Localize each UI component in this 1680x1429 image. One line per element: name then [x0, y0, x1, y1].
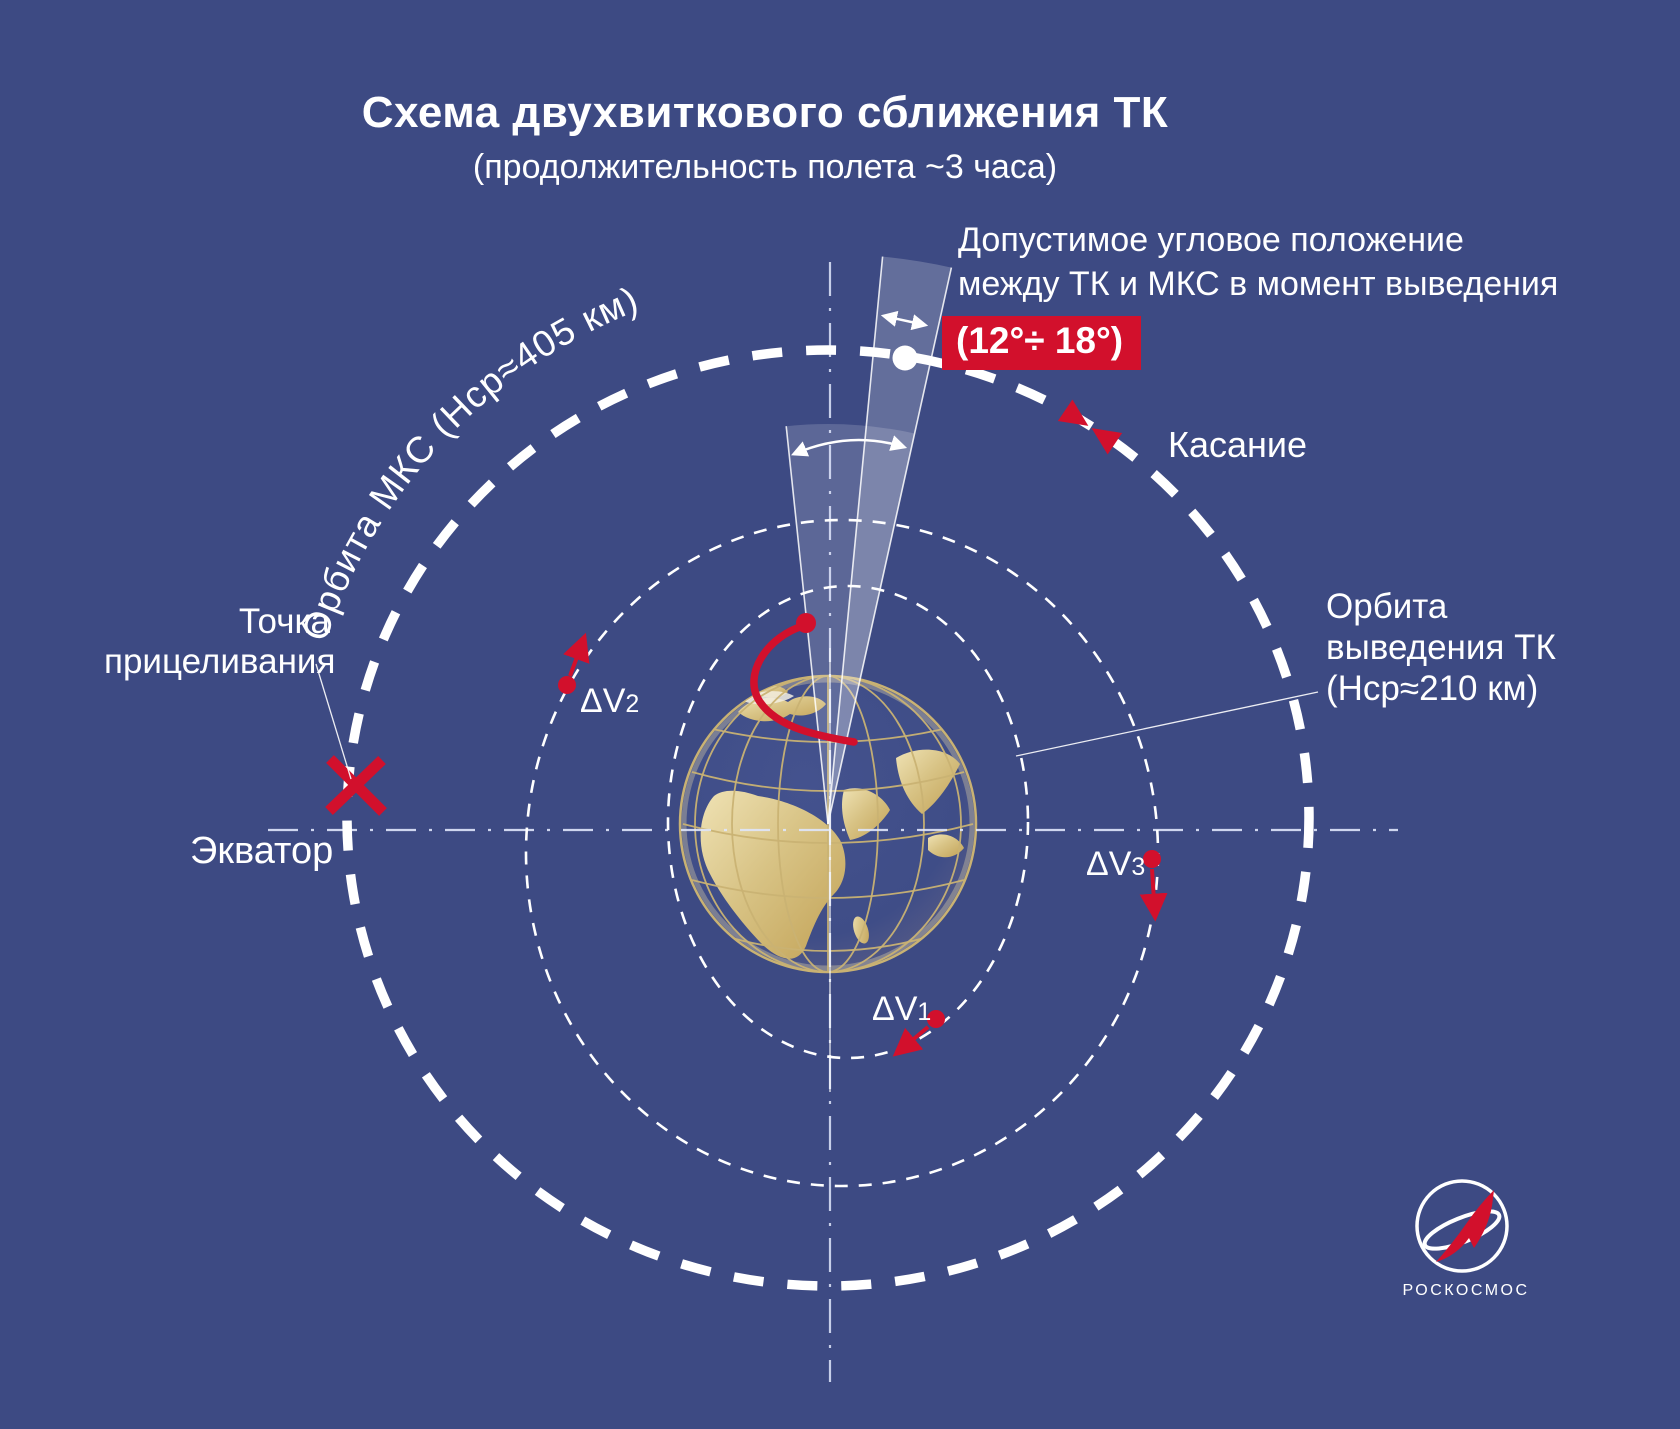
title-block: Схема двухвиткового сближения ТК (продол…: [170, 88, 1360, 187]
touch-label: Касание: [1168, 424, 1308, 465]
angular-range-badge: (12°÷ 18°): [942, 316, 1142, 370]
angular-position-line1: Допустимое угловое положение: [958, 221, 1464, 259]
globe-continents: [700, 686, 964, 959]
tk-orbit-leader-line: [1015, 691, 1319, 757]
aim-point-x-icon: [325, 755, 387, 816]
angular-position-line2: между ТК и МКС в момент выведения: [958, 265, 1559, 303]
aim-point-label: Точка прицеливания: [104, 602, 336, 681]
page-title: Схема двухвиткового сближения ТК: [361, 88, 1169, 137]
burn-label-dv2: ΔV2: [580, 682, 640, 720]
touch-marker-icon: [1057, 399, 1123, 455]
wide-angle-arrow: [791, 435, 908, 457]
burn-marker-dv2: [558, 632, 590, 694]
iss-position-dot: [892, 345, 918, 371]
roscosmos-logo-icon: [1415, 1179, 1509, 1273]
page-subtitle: (продолжительность полета ~3 часа): [472, 148, 1058, 186]
tk-orbit-label: Орбита выведения ТК (Нср≈210 км): [1326, 587, 1556, 708]
iss-orbit-path: [342, 345, 1314, 1291]
launch-trajectory: [750, 613, 858, 746]
roscosmos-logo-text: РОСКОСМОС: [1402, 1282, 1530, 1299]
globe-graticule: [682, 676, 974, 972]
narrow-angle-arrow: [880, 310, 929, 331]
tk-insertion-orbit-path: [666, 584, 1030, 1060]
iss-orbit-label: Орбита МКС (Нср≈405 км): [294, 279, 644, 646]
aim-point-leader-line: [315, 663, 352, 780]
equator-label: Экватор: [190, 830, 334, 872]
trajectory-start-dot: [796, 613, 816, 633]
burn-label-dv1: ΔV1: [872, 990, 932, 1028]
burn-label-dv3: ΔV3: [1086, 845, 1146, 883]
burn-marker-dv3: [1139, 850, 1168, 922]
burn-marker-dv1: [892, 1010, 945, 1057]
angular-position-note: Допустимое угловое положение между ТК и …: [942, 218, 1559, 370]
